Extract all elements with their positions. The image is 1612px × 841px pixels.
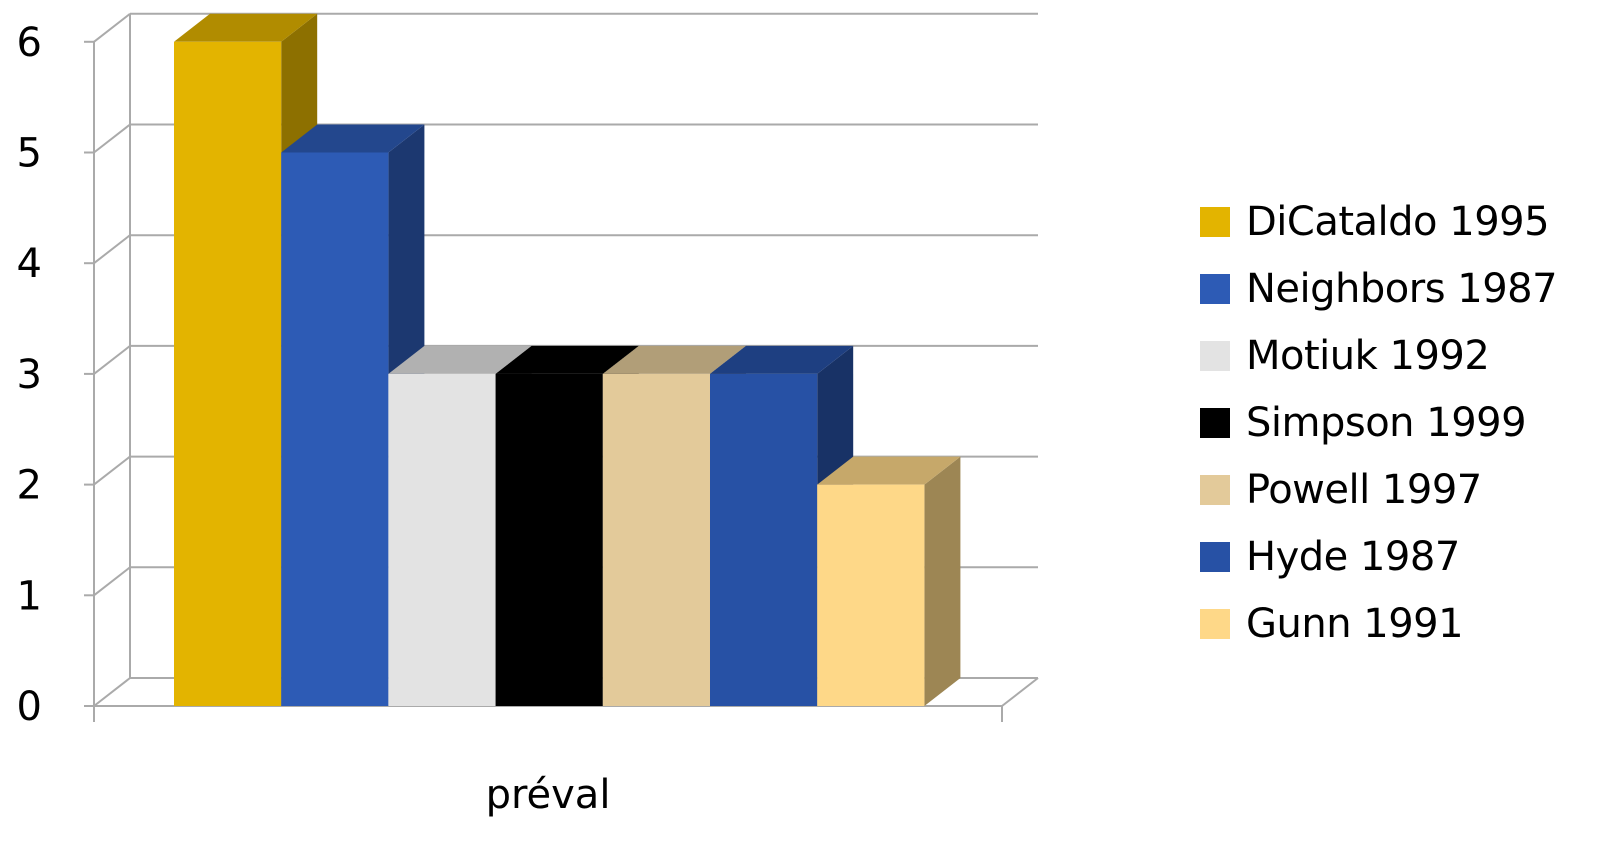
y-tick-label: 3 xyxy=(17,352,42,398)
legend-label: Hyde 1987 xyxy=(1246,533,1460,580)
y-tick-label: 1 xyxy=(17,573,42,619)
legend-swatch xyxy=(1200,407,1230,438)
legend-label: DiCataldo 1995 xyxy=(1246,198,1550,245)
y-tick-label: 6 xyxy=(17,20,42,66)
y-tick-label: 2 xyxy=(17,463,42,509)
legend-swatch xyxy=(1200,273,1230,304)
legend-item: Motiuk 1992 xyxy=(1200,322,1557,389)
legend-label: Motiuk 1992 xyxy=(1246,332,1490,379)
x-category-label: préval xyxy=(486,772,611,818)
legend-label: Gunn 1991 xyxy=(1246,600,1464,647)
legend-item: Hyde 1987 xyxy=(1200,523,1557,590)
legend-item: DiCataldo 1995 xyxy=(1200,188,1557,255)
legend-label: Powell 1997 xyxy=(1246,466,1482,513)
x-category-labels: préval xyxy=(486,772,611,818)
legend-label: Neighbors 1987 xyxy=(1246,265,1558,312)
y-tick-label: 5 xyxy=(17,131,42,177)
legend-label: Simpson 1999 xyxy=(1246,399,1527,446)
legend-item: Simpson 1999 xyxy=(1200,389,1557,456)
legend-swatch xyxy=(1200,340,1230,371)
bar xyxy=(817,456,961,706)
y-tick-labels: 0 1 2 3 4 5 6 xyxy=(17,20,42,730)
legend-item: Gunn 1991 xyxy=(1200,590,1557,657)
legend-swatch xyxy=(1200,206,1230,237)
legend-swatch xyxy=(1200,541,1230,572)
legend-swatch xyxy=(1200,608,1230,639)
bars xyxy=(174,13,961,707)
legend-item: Powell 1997 xyxy=(1200,456,1557,523)
legend: DiCataldo 1995 Neighbors 1987 Motiuk 1992 S… xyxy=(1200,188,1558,657)
legend-item: Neighbors 1987 xyxy=(1200,255,1558,322)
legend-swatch xyxy=(1200,474,1230,505)
y-tick-label: 4 xyxy=(17,241,42,287)
y-tick-label: 0 xyxy=(17,684,42,730)
floor-edge xyxy=(1001,677,1039,707)
